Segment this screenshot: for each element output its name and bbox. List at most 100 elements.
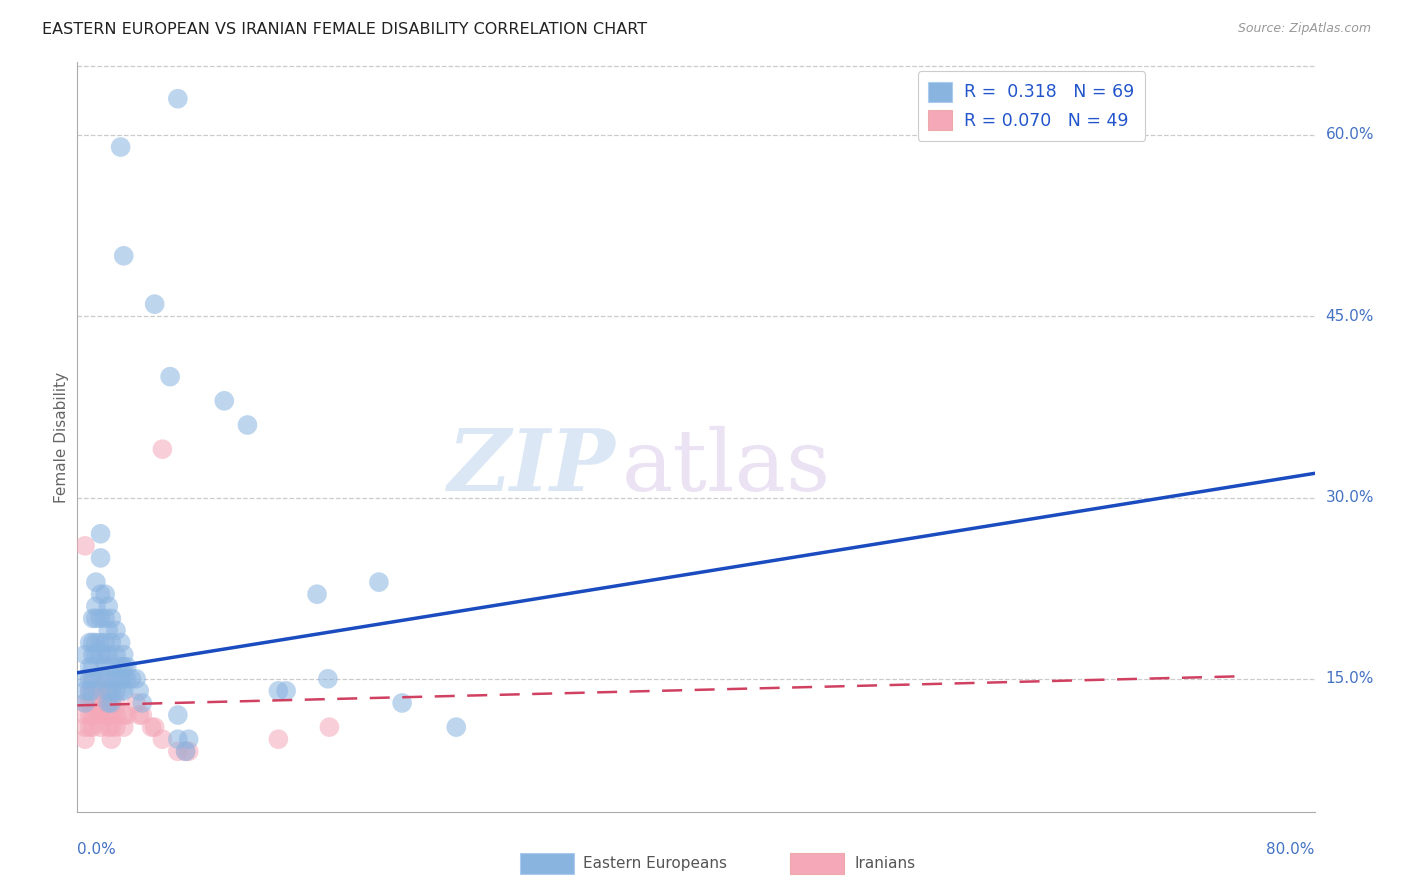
Point	[105, 684, 127, 698]
Point	[110, 659, 132, 673]
Point	[84, 648, 107, 662]
Point	[82, 720, 104, 734]
Text: Source: ZipAtlas.com: Source: ZipAtlas.com	[1237, 22, 1371, 36]
Point	[82, 672, 104, 686]
Point	[105, 648, 127, 662]
Point	[82, 659, 104, 673]
Point	[75, 708, 96, 723]
Point	[97, 624, 120, 638]
Point	[152, 732, 174, 747]
Point	[84, 684, 107, 698]
Point	[100, 720, 122, 734]
Point	[94, 611, 117, 625]
Point	[97, 648, 120, 662]
Point	[82, 708, 104, 723]
Point	[112, 708, 135, 723]
Point	[105, 624, 127, 638]
Text: 30.0%: 30.0%	[1326, 490, 1374, 505]
Point	[105, 708, 127, 723]
Point	[131, 708, 153, 723]
Point	[79, 720, 101, 734]
Point	[128, 684, 150, 698]
Point	[79, 708, 101, 723]
Point	[143, 297, 166, 311]
Point	[94, 672, 117, 686]
Point	[84, 575, 107, 590]
Point	[115, 672, 138, 686]
Point	[90, 672, 111, 686]
Point	[121, 672, 143, 686]
Point	[84, 611, 107, 625]
Point	[174, 744, 197, 758]
Point	[79, 684, 101, 698]
Point	[110, 684, 132, 698]
Text: atlas: atlas	[621, 425, 831, 508]
Point	[105, 696, 127, 710]
Point	[174, 744, 197, 758]
Point	[318, 720, 340, 734]
Text: EASTERN EUROPEAN VS IRANIAN FEMALE DISABILITY CORRELATION CHART: EASTERN EUROPEAN VS IRANIAN FEMALE DISAB…	[42, 22, 647, 37]
Point	[131, 696, 153, 710]
Point	[446, 720, 468, 734]
Point	[316, 672, 339, 686]
Text: Iranians: Iranians	[855, 856, 915, 871]
Point	[115, 708, 138, 723]
Point	[94, 684, 117, 698]
Point	[84, 696, 107, 710]
Point	[90, 550, 111, 565]
Point	[82, 611, 104, 625]
Point	[368, 575, 391, 590]
Point	[125, 696, 148, 710]
Point	[90, 635, 111, 649]
Point	[75, 720, 96, 734]
Point	[159, 369, 181, 384]
Point	[97, 708, 120, 723]
Point	[267, 684, 290, 698]
Point	[82, 648, 104, 662]
Point	[82, 635, 104, 649]
Point	[94, 587, 117, 601]
Legend: R =  0.318   N = 69, R = 0.070   N = 49: R = 0.318 N = 69, R = 0.070 N = 49	[918, 71, 1144, 141]
Point	[75, 539, 96, 553]
Point	[75, 732, 96, 747]
Point	[97, 720, 120, 734]
Point	[110, 635, 132, 649]
Point	[100, 659, 122, 673]
Text: Eastern Europeans: Eastern Europeans	[583, 856, 727, 871]
Point	[110, 672, 132, 686]
Point	[100, 708, 122, 723]
Point	[94, 635, 117, 649]
Point	[112, 672, 135, 686]
Point	[94, 648, 117, 662]
Point	[90, 648, 111, 662]
Point	[125, 672, 148, 686]
Text: 80.0%: 80.0%	[1267, 842, 1315, 856]
Point	[100, 635, 122, 649]
Point	[84, 599, 107, 614]
Point	[79, 696, 101, 710]
Point	[276, 684, 298, 698]
Point	[84, 635, 107, 649]
Point	[167, 708, 190, 723]
Point	[82, 684, 104, 698]
Y-axis label: Female Disability: Female Disability	[53, 371, 69, 503]
Point	[75, 696, 96, 710]
Point	[82, 672, 104, 686]
Point	[94, 696, 117, 710]
Point	[94, 708, 117, 723]
Point	[391, 696, 413, 710]
Text: 15.0%: 15.0%	[1326, 672, 1374, 686]
Point	[307, 587, 329, 601]
Text: ZIP: ZIP	[447, 425, 616, 508]
Point	[110, 140, 132, 154]
Point	[112, 659, 135, 673]
Point	[112, 249, 135, 263]
Point	[167, 744, 190, 758]
Point	[97, 696, 120, 710]
Point	[112, 684, 135, 698]
Point	[97, 684, 120, 698]
Point	[112, 720, 135, 734]
Point	[90, 684, 111, 698]
Point	[79, 684, 101, 698]
Point	[128, 708, 150, 723]
